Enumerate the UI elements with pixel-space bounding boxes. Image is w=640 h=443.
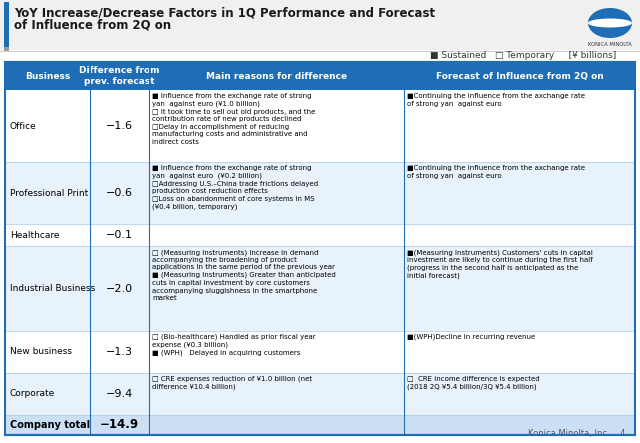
Bar [4,47,9,51]
Bar [5,415,635,435]
Text: −9.4: −9.4 [106,389,133,399]
Text: ■Continuing the influence from the axchange rate
of strong yan  against euro: ■Continuing the influence from the axcha… [407,93,585,106]
Bar [5,331,635,373]
Bar [4,2,9,48]
Bar [5,162,635,224]
Text: ■Continuing the influence from the axchange rate
of strong yan  against euro: ■Continuing the influence from the axcha… [407,165,585,179]
Bar [5,62,635,435]
Text: ■(Measuring Instruments) Customers' cuts in capital
investment are likely to con: ■(Measuring Instruments) Customers' cuts… [407,249,593,279]
Text: KONICA MINOLTA: KONICA MINOLTA [588,42,632,47]
Bar [0,0,640,50]
Bar [5,246,635,331]
Bar [5,90,635,162]
Bar [5,224,635,246]
Text: YoY Increase/Decrease Factors in 1Q Performance and Forecast: YoY Increase/Decrease Factors in 1Q Perf… [14,6,435,19]
Text: □ (Bio-healthcare) Handled as prior fiscal year
expense (¥0.3 billion)
■ (WPH)  : □ (Bio-healthcare) Handled as prior fisc… [152,334,316,357]
Text: New business: New business [10,347,72,357]
Text: of Influence from 2Q on: of Influence from 2Q on [14,18,171,31]
Text: Professional Print: Professional Print [10,189,88,198]
Text: −0.1: −0.1 [106,230,133,240]
Text: ■ Influence from the exchange rate of strong
yan  against euro  (¥0.2 billion)
□: ■ Influence from the exchange rate of st… [152,165,318,210]
Text: □ CRE expenses reduction of ¥1.0 billion (net
difference ¥10.4 billion): □ CRE expenses reduction of ¥1.0 billion… [152,376,312,390]
Text: Main reasons for difference: Main reasons for difference [206,71,347,81]
Text: Konica Minolta, Inc.    4: Konica Minolta, Inc. 4 [527,429,625,438]
Text: Corporate: Corporate [10,389,55,399]
Text: ■ Sustained   □ Temporary     [¥ billions]: ■ Sustained □ Temporary [¥ billions] [430,51,616,59]
Text: ■ Influence from the exchange rate of strong
yan  against euro (¥1.0 billion)
□ : ■ Influence from the exchange rate of st… [152,93,316,144]
Text: Office: Office [10,121,36,131]
Text: −0.6: −0.6 [106,188,133,198]
Text: □ (Measuring Instruments) Increase in demand
accompanying the broadening of prod: □ (Measuring Instruments) Increase in de… [152,249,336,301]
Text: Difference from
prev. forecast: Difference from prev. forecast [79,66,160,86]
Ellipse shape [588,8,632,38]
Bar [5,62,635,90]
Text: Industrial Business: Industrial Business [10,284,95,293]
Bar [5,373,635,415]
Text: Forecast of Influence from 2Q on: Forecast of Influence from 2Q on [436,71,604,81]
Text: −2.0: −2.0 [106,284,133,294]
Text: −1.6: −1.6 [106,121,133,131]
Text: −1.3: −1.3 [106,347,133,357]
Text: □  CRE income difference is expected
(2018 2Q ¥5.4 billion/3Q ¥5.4 billion): □ CRE income difference is expected (201… [407,376,540,390]
Text: Company total: Company total [10,420,90,430]
Ellipse shape [588,19,632,27]
Text: ■(WPH)Decline in recurring revenue: ■(WPH)Decline in recurring revenue [407,334,535,341]
Text: −14.9: −14.9 [100,419,139,431]
Text: Healthcare: Healthcare [10,230,60,240]
Text: Business: Business [25,71,70,81]
